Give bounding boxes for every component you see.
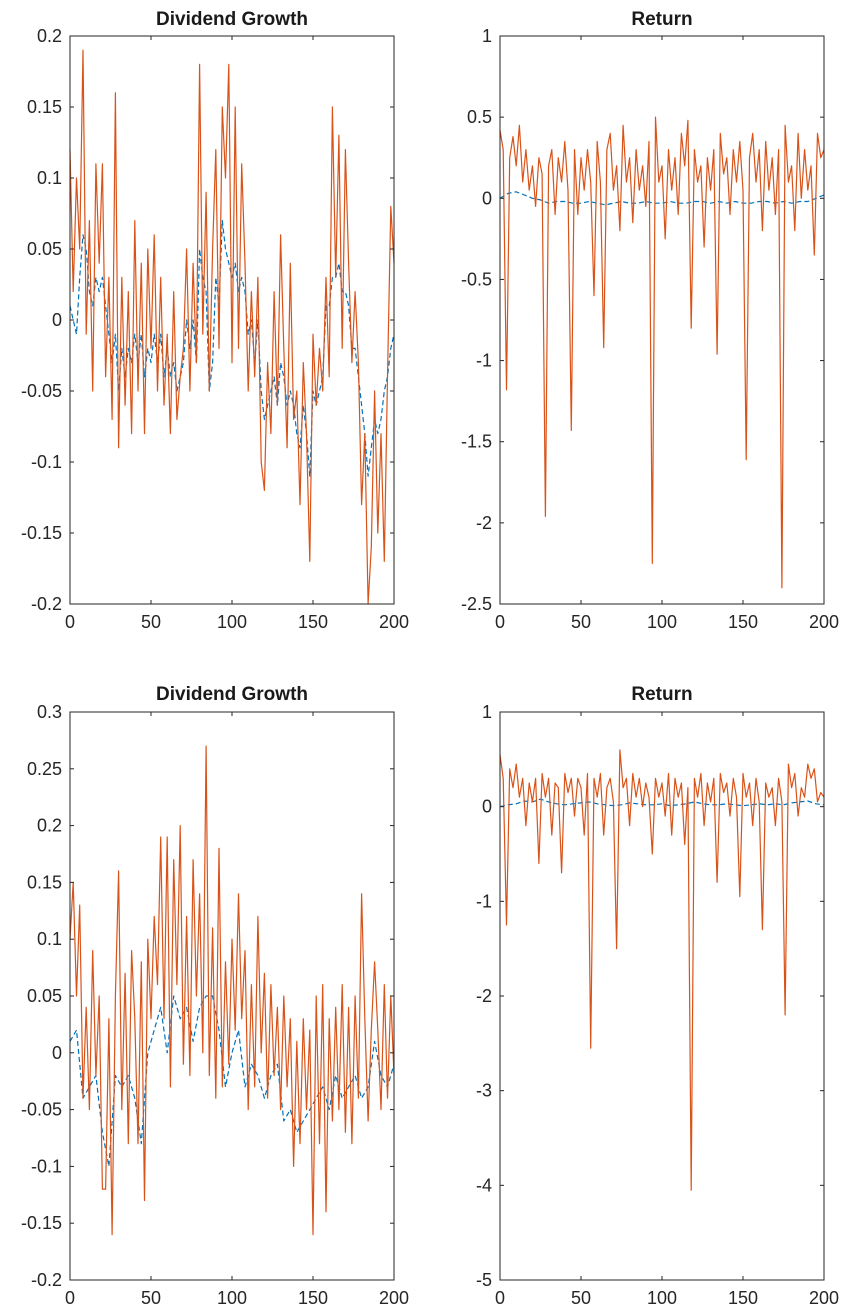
x-tick-label: 50: [571, 1288, 591, 1308]
y-tick-label: 0.1: [37, 168, 62, 188]
series-line-solid: [499, 749, 825, 1191]
axes-box: [499, 35, 825, 605]
x-tick-label: 200: [809, 612, 839, 632]
panel-top-left-dividend-growth: Dividend Growth -0.2 -0.15 -0.1 -0.05 0 0.05 0…: [21, 9, 409, 632]
x-tick-label: 200: [809, 1288, 839, 1308]
panel-bottom-left-dividend-growth: Dividend Growth -0.2 -0.15 -0.1 -0.05 0 0.05 0…: [21, 684, 409, 1308]
series-line-solid: [499, 116, 825, 589]
x-tick-label: 50: [141, 1288, 161, 1308]
x-tick-label: 50: [141, 612, 161, 632]
y-tick-label: 0.5: [467, 107, 492, 127]
x-tick-label: 200: [379, 612, 409, 632]
x-tick-label: 0: [65, 1288, 75, 1308]
y-tick-label: -0.05: [21, 381, 62, 401]
y-tick-label: 0: [52, 1043, 62, 1063]
x-tick-label: 150: [728, 612, 758, 632]
axes-box: [499, 711, 825, 1281]
chart-title: Return: [631, 9, 692, 30]
y-tick-label: 0.05: [27, 239, 62, 259]
y-tick-label: 0.05: [27, 986, 62, 1006]
x-tick-label: 0: [495, 1288, 505, 1308]
chart-title: Dividend Growth: [156, 9, 308, 30]
y-tick-label: 0.1: [37, 929, 62, 949]
panel-bottom-right-return: Return -5 -4 -3 -2 -1 0 1 0 50 100 150 200: [476, 684, 839, 1308]
x-tick-label: 100: [217, 612, 247, 632]
y-tick-label: 0.3: [37, 702, 62, 722]
y-tick-label: 1: [482, 26, 492, 46]
y-tick-label: -0.1: [31, 1156, 62, 1176]
y-tick-label: 0: [482, 188, 492, 208]
y-tick-label: -1: [476, 351, 492, 371]
series-line-dashed: [69, 995, 395, 1168]
y-tick-label: -3: [476, 1081, 492, 1101]
x-tick-label: 150: [298, 612, 328, 632]
series-line-solid: [69, 745, 395, 1236]
y-tick-label: 0.15: [27, 872, 62, 892]
y-tick-label: -5: [476, 1270, 492, 1290]
series-line-solid: [69, 49, 395, 605]
y-tick-label: -0.5: [461, 269, 492, 289]
x-tick-label: 100: [647, 612, 677, 632]
x-tick-label: 0: [65, 612, 75, 632]
y-tick-label: 0.2: [37, 26, 62, 46]
y-tick-label: 0.15: [27, 97, 62, 117]
y-tick-label: -0.2: [31, 1270, 62, 1290]
x-tick-label: 100: [647, 1288, 677, 1308]
chart-title: Dividend Growth: [156, 684, 308, 705]
y-tick-label: -4: [476, 1175, 492, 1195]
x-tick-label: 0: [495, 612, 505, 632]
y-tick-label: -0.05: [21, 1100, 62, 1120]
x-tick-label: 200: [379, 1288, 409, 1308]
y-tick-label: -0.15: [21, 1213, 62, 1233]
y-tick-label: -2: [476, 986, 492, 1006]
x-tick-label: 50: [571, 612, 591, 632]
x-tick-label: 150: [728, 1288, 758, 1308]
y-tick-label: -2.5: [461, 594, 492, 614]
y-tick-label: -0.1: [31, 452, 62, 472]
series-line-dashed: [499, 798, 825, 808]
y-tick-label: -1.5: [461, 432, 492, 452]
y-tick-label: -1: [476, 891, 492, 911]
panel-top-right-return: Return -2.5 -2 -1.5 -1 -0.5 0 0.5 1 0 50 100 150 200: [461, 9, 839, 632]
y-tick-label: 0: [52, 310, 62, 330]
y-tick-label: 0.25: [27, 759, 62, 779]
y-tick-label: -2: [476, 513, 492, 533]
chart-title: Return: [631, 684, 692, 705]
axes-box: [69, 711, 395, 1281]
y-tick-label: 1: [482, 702, 492, 722]
x-tick-label: 150: [298, 1288, 328, 1308]
y-tick-label: -0.15: [21, 523, 62, 543]
y-tick-label: -0.2: [31, 594, 62, 614]
x-tick-label: 100: [217, 1288, 247, 1308]
y-tick-label: 0: [482, 797, 492, 817]
y-tick-label: 0.2: [37, 816, 62, 836]
